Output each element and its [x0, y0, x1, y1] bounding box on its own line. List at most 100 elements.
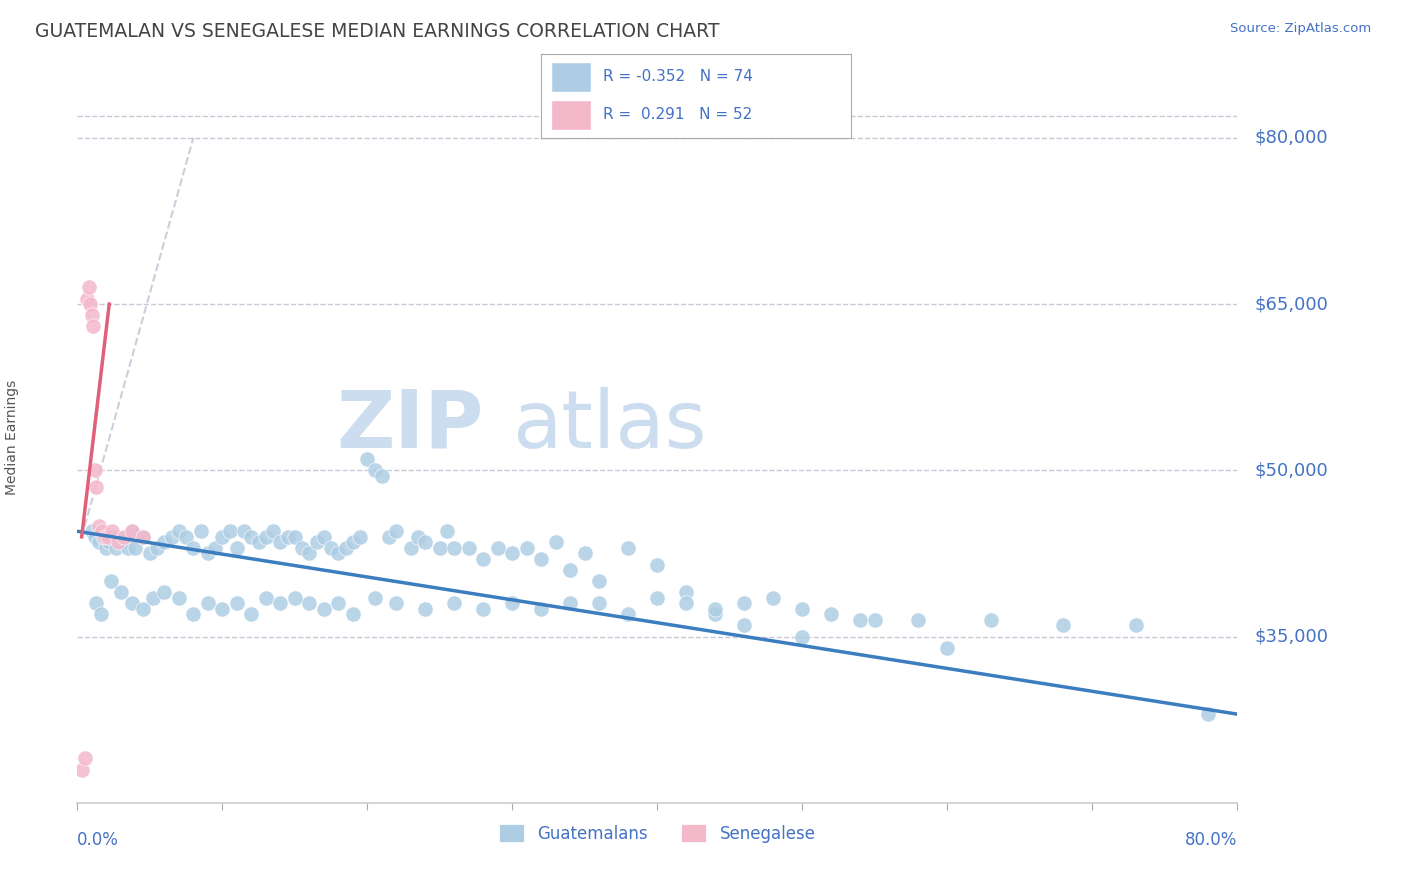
Point — [530, 552, 553, 566]
Point — [501, 596, 523, 610]
Point — [1125, 618, 1147, 632]
Point — [792, 602, 814, 616]
Point — [139, 546, 162, 560]
Point — [378, 530, 401, 544]
Point — [486, 541, 509, 555]
Point — [792, 630, 814, 644]
Point — [91, 524, 114, 539]
Point — [146, 541, 169, 555]
Point — [153, 535, 176, 549]
Point — [284, 591, 307, 605]
Point — [90, 607, 111, 622]
Point — [1052, 618, 1074, 632]
Point — [936, 640, 959, 655]
Point — [356, 452, 378, 467]
Point — [980, 613, 1002, 627]
Point — [254, 530, 277, 544]
Point — [406, 530, 429, 544]
Point — [363, 463, 385, 477]
Point — [100, 574, 122, 589]
Point — [174, 530, 197, 544]
Point — [218, 524, 240, 539]
Point — [211, 602, 233, 616]
Point — [342, 607, 364, 622]
Point — [335, 541, 357, 555]
Text: $50,000: $50,000 — [1254, 461, 1329, 479]
Point — [443, 541, 465, 555]
Point — [429, 541, 451, 555]
Point — [97, 530, 120, 544]
Point — [516, 541, 538, 555]
Point — [233, 524, 256, 539]
Text: $80,000: $80,000 — [1254, 128, 1329, 147]
Point — [197, 596, 219, 610]
Point — [588, 596, 610, 610]
Text: $35,000: $35,000 — [1254, 628, 1329, 646]
Point — [197, 546, 219, 560]
Text: 0.0%: 0.0% — [77, 830, 120, 848]
Point — [131, 602, 153, 616]
FancyBboxPatch shape — [551, 100, 591, 130]
Text: $65,000: $65,000 — [1254, 295, 1329, 313]
Point — [204, 541, 226, 555]
Point — [820, 607, 842, 622]
Point — [530, 602, 553, 616]
Point — [101, 524, 124, 539]
Point — [342, 535, 364, 549]
Point — [413, 535, 436, 549]
Point — [1197, 707, 1219, 722]
Point — [240, 530, 263, 544]
Point — [121, 524, 143, 539]
Point — [84, 596, 107, 610]
Point — [277, 530, 299, 544]
Point — [617, 607, 640, 622]
Point — [153, 585, 176, 599]
Text: R =  0.291   N = 52: R = 0.291 N = 52 — [603, 107, 752, 122]
Point — [544, 535, 567, 549]
Point — [117, 541, 139, 555]
Point — [436, 524, 458, 539]
Point — [413, 602, 436, 616]
Text: Source: ZipAtlas.com: Source: ZipAtlas.com — [1230, 22, 1371, 36]
Point — [87, 518, 110, 533]
Point — [472, 602, 495, 616]
Point — [262, 524, 284, 539]
Legend: Guatemalans, Senegalese: Guatemalans, Senegalese — [492, 818, 823, 849]
Point — [87, 535, 110, 549]
Point — [142, 591, 165, 605]
Point — [704, 607, 727, 622]
Text: GUATEMALAN VS SENEGALESE MEDIAN EARNINGS CORRELATION CHART: GUATEMALAN VS SENEGALESE MEDIAN EARNINGS… — [35, 22, 720, 41]
Point — [443, 596, 465, 610]
Point — [190, 524, 212, 539]
Point — [385, 524, 408, 539]
Point — [76, 292, 98, 306]
Point — [560, 596, 582, 610]
Point — [328, 596, 350, 610]
Point — [863, 613, 886, 627]
Point — [574, 546, 596, 560]
Point — [112, 530, 135, 544]
Point — [269, 535, 291, 549]
Point — [124, 541, 146, 555]
Point — [733, 596, 755, 610]
Point — [298, 596, 321, 610]
Point — [312, 602, 335, 616]
Point — [247, 535, 270, 549]
Point — [103, 530, 125, 544]
Point — [121, 524, 143, 539]
Point — [617, 541, 640, 555]
Text: R = -0.352   N = 74: R = -0.352 N = 74 — [603, 70, 754, 85]
Point — [80, 524, 103, 539]
Point — [319, 541, 342, 555]
Point — [131, 530, 153, 544]
Point — [94, 530, 117, 544]
Point — [305, 535, 328, 549]
Point — [98, 535, 121, 549]
Point — [849, 613, 872, 627]
Point — [269, 596, 291, 610]
Point — [704, 602, 727, 616]
Point — [83, 463, 105, 477]
Point — [96, 541, 118, 555]
Point — [225, 596, 247, 610]
Point — [73, 751, 96, 765]
